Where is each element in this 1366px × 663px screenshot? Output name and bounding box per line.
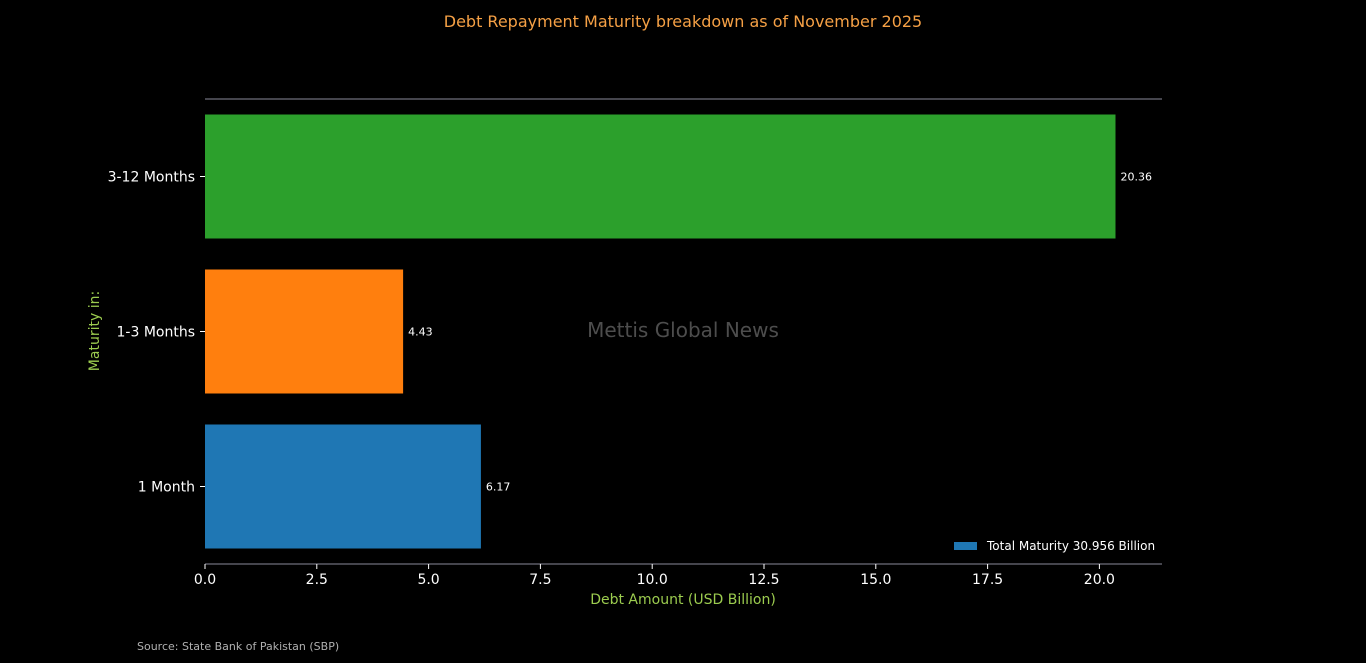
- x-tick-label: 5.0: [417, 572, 439, 588]
- x-tick-label: 17.5: [972, 572, 1003, 588]
- legend-label: Total Maturity 30.956 Billion: [986, 539, 1155, 553]
- y-tick-label: 1-3 Months: [117, 325, 196, 341]
- x-tick-label: 12.5: [748, 572, 779, 588]
- bars-group: 20.36 4.43 6.17: [205, 114, 1152, 549]
- x-tick-label: 15.0: [860, 572, 891, 588]
- chart-title: Debt Repayment Maturity breakdown as of …: [444, 12, 922, 31]
- legend: Total Maturity 30.956 Billion: [954, 539, 1155, 553]
- bar: [205, 269, 404, 394]
- watermark: Mettis Global News: [587, 318, 779, 342]
- y-axis-label: Maturity in:: [87, 291, 103, 371]
- bar-value-label: 20.36: [1120, 171, 1152, 184]
- bar-value-label: 4.43: [408, 326, 433, 339]
- x-tick-label: 20.0: [1084, 572, 1115, 588]
- legend-swatch: [954, 542, 977, 550]
- source-note: Source: State Bank of Pakistan (SBP): [137, 640, 339, 653]
- x-axis-label: Debt Amount (USD Billion): [590, 592, 776, 608]
- bar-value-label: 6.17: [486, 481, 511, 494]
- bar: [205, 424, 481, 549]
- x-tick-label: 0.0: [194, 572, 216, 588]
- y-tick-labels: 3-12 Months 1-3 Months 1 Month: [108, 170, 205, 496]
- x-ticks: 0.0 2.5 5.0 7.5 10.0 12.5 15.0 17.5 20.0: [194, 564, 1115, 588]
- y-tick-label: 1 Month: [138, 480, 195, 496]
- bar: [205, 114, 1116, 239]
- y-tick-label: 3-12 Months: [108, 170, 195, 186]
- x-tick-label: 7.5: [529, 572, 551, 588]
- x-tick-label: 10.0: [637, 572, 668, 588]
- x-tick-label: 2.5: [306, 572, 328, 588]
